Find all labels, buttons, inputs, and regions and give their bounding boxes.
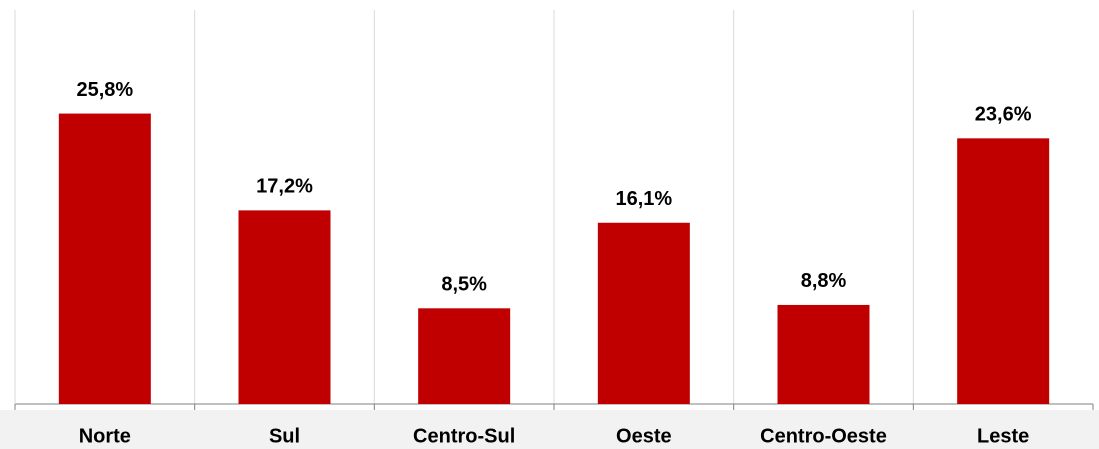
- bar: [777, 304, 870, 404]
- x-tick-label: Oeste: [616, 425, 672, 447]
- x-tick-label: Centro-Sul: [413, 425, 515, 447]
- bar: [418, 308, 511, 404]
- x-tick-label: Centro-Oeste: [760, 425, 887, 447]
- label-band: [0, 410, 1099, 449]
- x-tick-label: Sul: [269, 425, 300, 447]
- bar: [957, 138, 1050, 404]
- value-label: 17,2%: [256, 176, 313, 198]
- value-label: 8,8%: [801, 270, 847, 292]
- bar: [597, 222, 690, 404]
- value-label: 25,8%: [76, 79, 133, 101]
- bar: [58, 113, 151, 405]
- value-label: 8,5%: [441, 274, 487, 296]
- x-tick-label: Norte: [79, 425, 131, 447]
- value-label: 16,1%: [615, 188, 672, 210]
- bar: [238, 210, 331, 404]
- value-label: 23,6%: [975, 104, 1032, 126]
- x-tick-label: Leste: [977, 425, 1029, 447]
